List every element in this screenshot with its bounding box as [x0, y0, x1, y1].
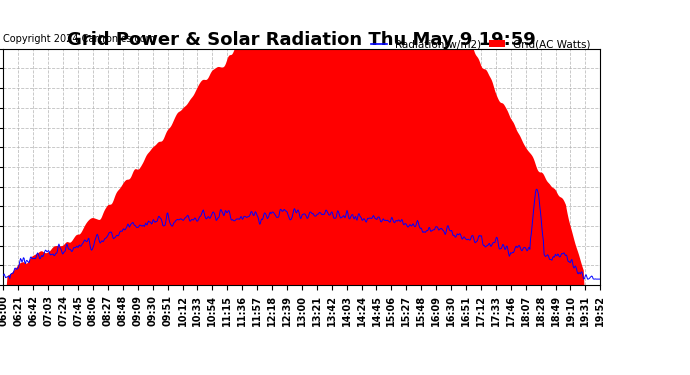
Text: Copyright 2024 Cartronics.com: Copyright 2024 Cartronics.com: [3, 34, 155, 44]
Title: Grid Power & Solar Radiation Thu May 9 19:59: Grid Power & Solar Radiation Thu May 9 1…: [68, 31, 536, 49]
Legend: Radiation(w/m2), Grid(AC Watts): Radiation(w/m2), Grid(AC Watts): [367, 35, 595, 53]
